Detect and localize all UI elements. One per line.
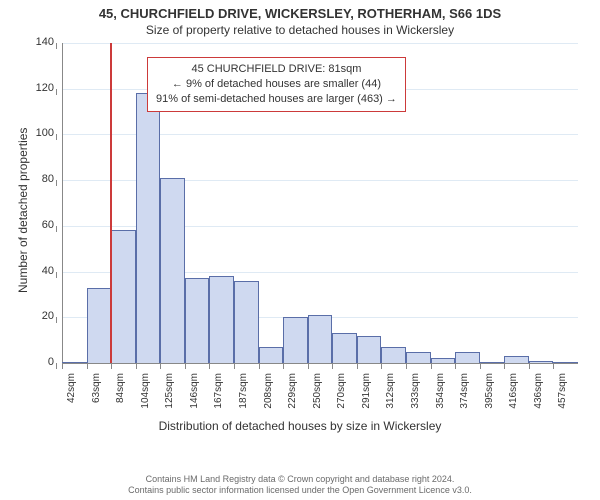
- x-tick: [553, 363, 554, 369]
- footer-line-1: Contains HM Land Registry data © Crown c…: [0, 474, 600, 485]
- footer-line-2: Contains public sector information licen…: [0, 485, 600, 496]
- x-tick-label: 84sqm: [115, 373, 126, 413]
- x-tick-label: 354sqm: [435, 373, 446, 413]
- x-tick: [529, 363, 530, 369]
- x-tick: [357, 363, 358, 369]
- x-tick-label: 63sqm: [91, 373, 102, 413]
- x-tick: [431, 363, 432, 369]
- y-tick: [56, 180, 57, 186]
- x-tick: [234, 363, 235, 369]
- x-tick: [283, 363, 284, 369]
- x-tick: [185, 363, 186, 369]
- x-tick-label: 208sqm: [263, 373, 274, 413]
- annotation-box: 45 CHURCHFIELD DRIVE: 81sqm← 9% of detac…: [147, 57, 406, 112]
- bar: [455, 352, 480, 363]
- x-tick-label: 250sqm: [312, 373, 323, 413]
- y-tick-label: 20: [24, 310, 54, 322]
- annotation-line: 91% of semi-detached houses are larger (…: [156, 92, 397, 107]
- x-tick: [136, 363, 137, 369]
- chart: Number of detached properties 0204060801…: [0, 37, 600, 442]
- y-tick-label: 0: [24, 356, 54, 368]
- x-tick-label: 42sqm: [66, 373, 77, 413]
- x-tick-label: 146sqm: [189, 373, 200, 413]
- x-tick: [504, 363, 505, 369]
- y-axis-line: [62, 43, 63, 363]
- y-tick: [56, 272, 57, 278]
- x-tick-label: 436sqm: [533, 373, 544, 413]
- bar: [185, 278, 210, 363]
- annotation-line: 45 CHURCHFIELD DRIVE: 81sqm: [156, 62, 397, 77]
- x-tick: [455, 363, 456, 369]
- x-axis-line: [62, 363, 578, 364]
- x-tick: [160, 363, 161, 369]
- annotation-line: ← 9% of detached houses are smaller (44): [156, 77, 397, 92]
- y-tick-label: 140: [24, 36, 54, 48]
- grid-line: [62, 43, 578, 44]
- bar: [406, 352, 431, 363]
- bar: [553, 362, 578, 363]
- x-tick: [259, 363, 260, 369]
- y-tick: [56, 226, 57, 232]
- x-tick-label: 125sqm: [164, 373, 175, 413]
- x-tick-label: 187sqm: [238, 373, 249, 413]
- bar: [62, 362, 87, 363]
- bar: [308, 315, 333, 363]
- x-tick-label: 104sqm: [140, 373, 151, 413]
- bar: [504, 356, 529, 363]
- x-tick-label: 167sqm: [213, 373, 224, 413]
- bar: [332, 333, 357, 363]
- bar: [136, 93, 161, 363]
- x-tick: [480, 363, 481, 369]
- page-subtitle: Size of property relative to detached ho…: [0, 23, 600, 37]
- x-tick: [332, 363, 333, 369]
- y-tick-label: 40: [24, 265, 54, 277]
- x-tick-label: 395sqm: [484, 373, 495, 413]
- y-tick-label: 120: [24, 82, 54, 94]
- bar: [283, 317, 308, 363]
- x-tick-label: 229sqm: [287, 373, 298, 413]
- x-tick: [62, 363, 63, 369]
- x-tick: [406, 363, 407, 369]
- x-tick-label: 333sqm: [410, 373, 421, 413]
- bar: [234, 281, 259, 363]
- bar: [87, 288, 112, 363]
- y-tick: [56, 43, 57, 49]
- title-block: 45, CHURCHFIELD DRIVE, WICKERSLEY, ROTHE…: [0, 0, 600, 37]
- bar: [431, 358, 456, 363]
- x-tick: [308, 363, 309, 369]
- bar: [357, 336, 382, 363]
- y-tick-label: 60: [24, 219, 54, 231]
- x-tick: [381, 363, 382, 369]
- reference-line: [110, 43, 112, 363]
- footer: Contains HM Land Registry data © Crown c…: [0, 474, 600, 497]
- x-tick-label: 374sqm: [459, 373, 470, 413]
- y-tick-label: 100: [24, 127, 54, 139]
- plot-area: 02040608010012014042sqm63sqm84sqm104sqm1…: [62, 43, 578, 363]
- bar: [111, 230, 136, 363]
- x-tick-label: 270sqm: [336, 373, 347, 413]
- bar: [529, 361, 554, 363]
- x-tick-label: 457sqm: [557, 373, 568, 413]
- y-tick: [56, 89, 57, 95]
- x-tick: [209, 363, 210, 369]
- x-axis-title: Distribution of detached houses by size …: [0, 419, 600, 433]
- x-tick: [87, 363, 88, 369]
- y-tick: [56, 363, 57, 369]
- bar: [209, 276, 234, 363]
- bar: [480, 362, 505, 363]
- y-tick: [56, 317, 57, 323]
- x-tick: [111, 363, 112, 369]
- x-tick-label: 291sqm: [361, 373, 372, 413]
- bar: [160, 178, 185, 363]
- page-title: 45, CHURCHFIELD DRIVE, WICKERSLEY, ROTHE…: [0, 6, 600, 21]
- x-tick-label: 312sqm: [385, 373, 396, 413]
- x-tick-label: 416sqm: [508, 373, 519, 413]
- bar: [381, 347, 406, 363]
- bar: [259, 347, 284, 363]
- y-tick-label: 80: [24, 173, 54, 185]
- y-tick: [56, 134, 57, 140]
